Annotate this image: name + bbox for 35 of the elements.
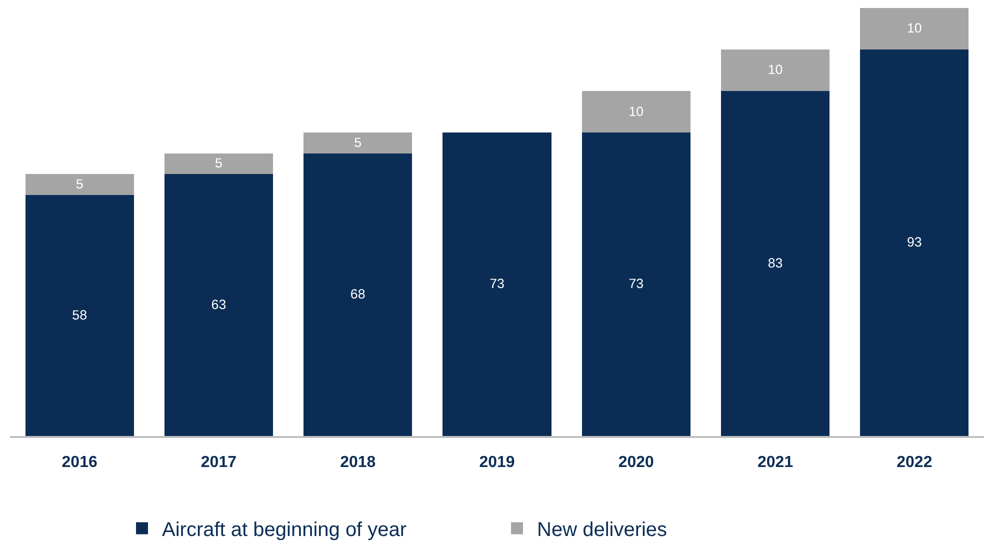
data-label: 5	[76, 176, 84, 192]
data-label: 10	[628, 104, 644, 119]
bar	[164, 174, 273, 436]
x-tick-label: 2016	[62, 454, 98, 472]
bar	[860, 50, 969, 436]
bar	[860, 8, 969, 50]
data-label: 73	[628, 276, 644, 292]
x-tick-label: 2022	[896, 454, 932, 472]
x-tick-label: 2017	[200, 454, 237, 472]
bar	[25, 174, 134, 195]
bar	[25, 194, 134, 436]
data-label: 73	[490, 276, 504, 292]
data-label: 5	[354, 134, 362, 150]
data-label: 10	[906, 20, 922, 36]
data-label: 63	[211, 296, 226, 312]
bar	[164, 153, 273, 174]
data-label: 58	[72, 307, 88, 322]
bar	[442, 132, 552, 436]
bar	[721, 50, 830, 92]
x-tick-label: 2020	[618, 454, 654, 472]
bar	[721, 91, 830, 436]
bar	[304, 132, 412, 154]
data-label: 68	[350, 286, 366, 302]
x-tick-label: 2021	[757, 454, 794, 472]
legend-label: New deliveries	[537, 519, 668, 542]
data-label: 93	[906, 234, 922, 250]
data-label: 5	[214, 156, 222, 171]
bar	[304, 153, 412, 436]
legend-label: Aircraft at beginning of year	[162, 519, 407, 542]
x-tick-label: 2018	[340, 454, 376, 472]
data-label: 10	[768, 62, 783, 78]
x-tick-label: 2019	[479, 454, 515, 472]
data-label: 83	[768, 255, 783, 270]
bar	[582, 132, 690, 436]
bar	[582, 91, 690, 133]
